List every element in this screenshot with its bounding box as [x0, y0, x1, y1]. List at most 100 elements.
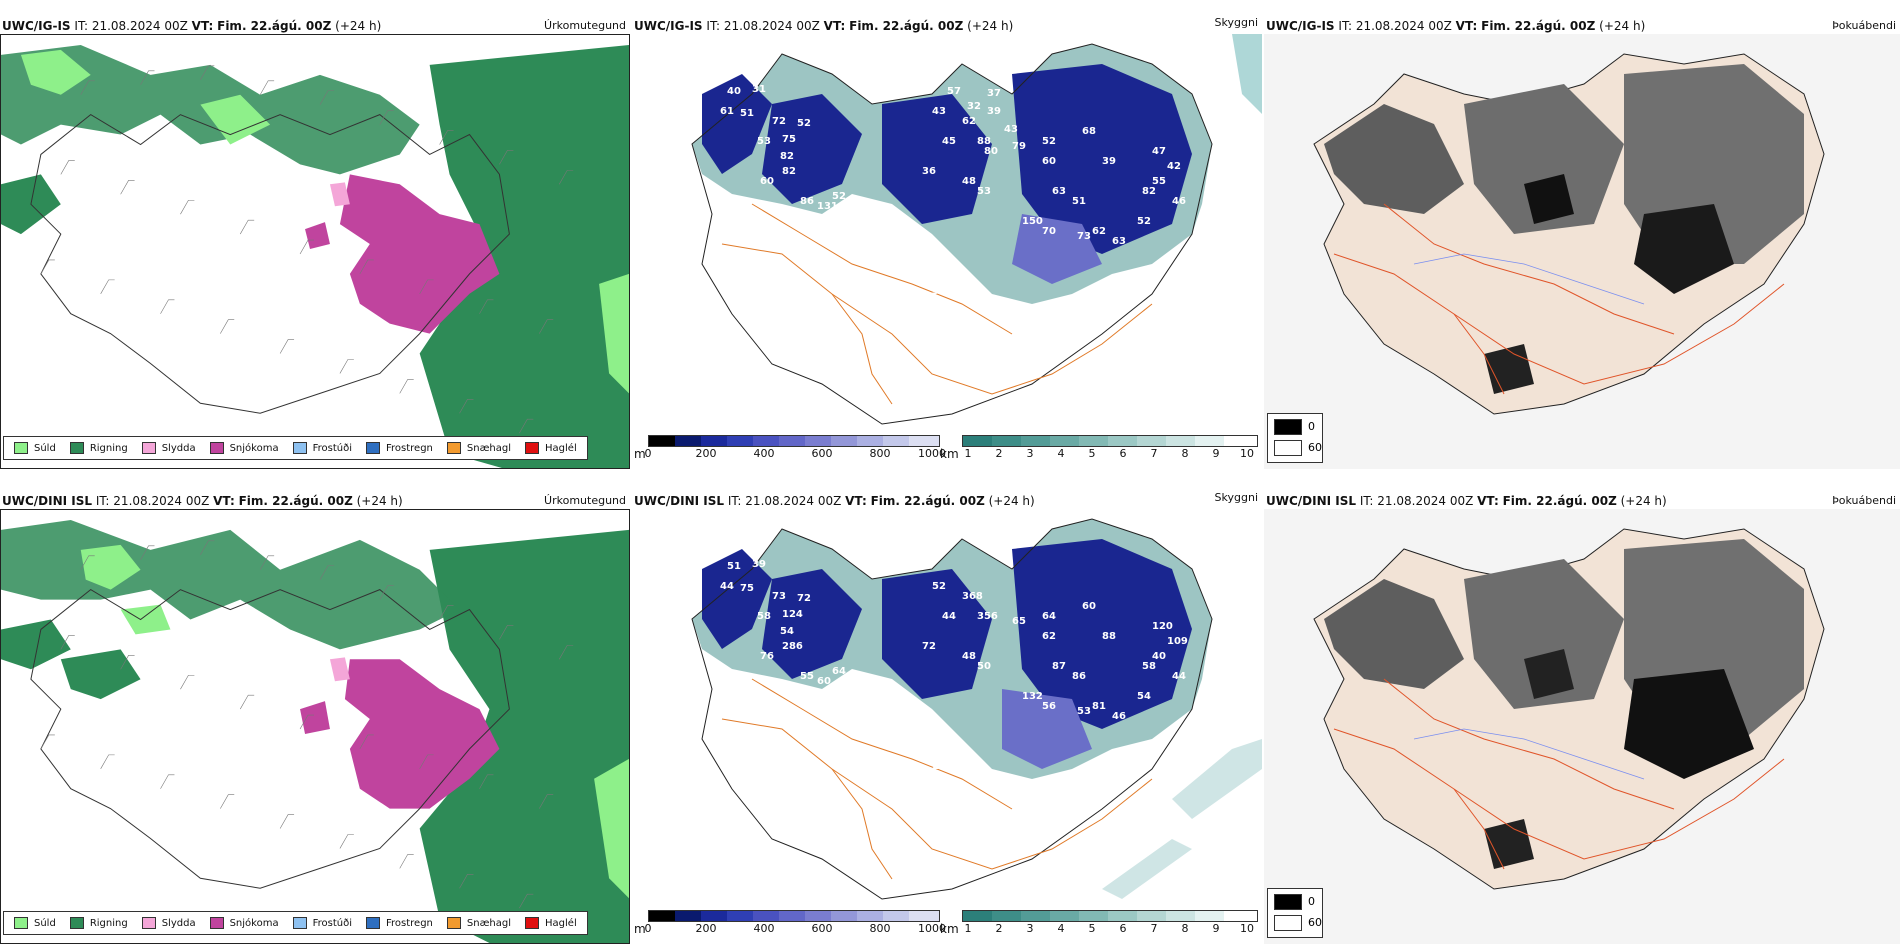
- legend-item-snaehagl: Snæhagl: [446, 442, 511, 454]
- visibility-value-label: 45: [942, 136, 956, 147]
- swatch-icon: [141, 442, 156, 454]
- visibility-tick: 5: [1088, 447, 1096, 460]
- precip-map[interactable]: Súld Rigning Slydda Snjókoma Frostúði: [0, 34, 630, 469]
- vt-label: VT:: [1477, 494, 1499, 508]
- visibility-value-label: 306: [892, 721, 913, 732]
- visibility-value-label: 52: [1042, 136, 1056, 147]
- vt-label: VT:: [1455, 19, 1478, 33]
- visibility-value-label: 44: [720, 581, 734, 592]
- visibility-value-label: 36: [932, 801, 946, 812]
- visibility-value-label: 52: [797, 118, 811, 129]
- visibility-tick: 9: [1212, 447, 1220, 460]
- visibility-value-label: 65: [1012, 616, 1026, 627]
- visibility-value-label: 82: [1142, 186, 1156, 197]
- visibility-value-label: 32: [967, 101, 981, 112]
- visibility-value-label: 131: [817, 201, 838, 212]
- it-label: IT:: [1338, 19, 1352, 33]
- elevation-unit: m: [634, 922, 646, 936]
- swatch-icon: [69, 442, 84, 454]
- visibility-value-label: 62: [1042, 631, 1056, 642]
- visibility-value-label: 55: [800, 671, 814, 682]
- swatch-icon: [366, 442, 380, 454]
- visibility-colorbar: km 1 2 3 4 5 6 7 8 9 10: [940, 910, 1258, 936]
- precip-map-canvas: [1, 510, 629, 943]
- precip-type-legend: Súld Rigning Slydda Snjókoma Frostúði: [3, 436, 588, 460]
- visibility-value-label: 39: [987, 106, 1001, 117]
- precip-map[interactable]: Súld Rigning Slydda Snjókoma Frostúði: [0, 509, 630, 944]
- visibility-value-label: 39: [1102, 156, 1116, 167]
- fog-low-swatch: [1274, 419, 1302, 435]
- visibility-value-label: 54: [780, 626, 794, 637]
- visibility-tick: 7: [1150, 922, 1158, 935]
- visibility-value-label: 60: [1042, 156, 1056, 167]
- visibility-tick: 4: [1057, 447, 1065, 460]
- visibility-value-label: 36: [922, 166, 936, 177]
- legend-item-frostudi: Frostúði: [292, 917, 352, 929]
- visibility-value-label: 82: [780, 151, 794, 162]
- visibility-value-label: 72: [922, 641, 936, 652]
- swatch-icon: [209, 442, 224, 454]
- vt-label: VT:: [191, 19, 214, 33]
- visibility-tick: 7: [1150, 447, 1158, 460]
- elevation-tick: 0: [644, 922, 652, 935]
- panel-header: UWC/IG-IS IT: 21.08.2024 00Z VT: Fim. 22…: [632, 16, 1262, 34]
- visibility-value-label: 47: [1152, 146, 1166, 157]
- visibility-map[interactable]: 51 39 44 75 73 72 58 54 124 286 76 55 64 120 60 137 165 3…: [632, 509, 1262, 944]
- visibility-value-label: 74: [852, 211, 866, 222]
- visibility-tick: 10: [1240, 922, 1254, 935]
- visibility-value-label: 58: [757, 611, 771, 622]
- lead-time: (+24 h): [335, 19, 382, 33]
- elevation-tick: 800: [869, 922, 891, 935]
- fog-index-legend: 0 60: [1267, 413, 1323, 463]
- visibility-tick: 8: [1181, 447, 1189, 460]
- visibility-tick: 3: [1026, 447, 1034, 460]
- fog-map[interactable]: 0 60: [1264, 34, 1900, 469]
- visibility-value-label: 150: [1022, 216, 1043, 227]
- visibility-value-label: 72: [772, 116, 786, 127]
- model-name: UWC/DINI ISL: [634, 494, 725, 508]
- model-name: UWC/DINI ISL: [1266, 494, 1357, 508]
- panel-visibility: UWC/IG-IS IT: 21.08.2024 00Z VT: Fim. 22…: [632, 0, 1262, 475]
- visibility-tick: 6: [1119, 922, 1127, 935]
- visibility-value-label: 48: [962, 176, 976, 187]
- visibility-value-label: 44: [1172, 671, 1186, 682]
- lead-time: (+24 h): [988, 494, 1035, 508]
- elevation-tick: 800: [869, 447, 891, 460]
- fog-map[interactable]: 0 60: [1264, 509, 1900, 944]
- visibility-map[interactable]: 40 31 61 51 72 52 53 82 75 82 60 86 52 74 131 293 51 91 18…: [632, 34, 1262, 469]
- visibility-value-label: 51: [740, 108, 754, 119]
- model-name: UWC/DINI ISL: [2, 494, 93, 508]
- visibility-value-label: 82: [782, 166, 796, 177]
- visibility-value-label: 57: [947, 86, 961, 97]
- legend-item-frostudi: Frostúði: [292, 442, 352, 454]
- visibility-value-label: 500: [932, 326, 953, 337]
- vt-label: VT:: [823, 19, 846, 33]
- legend-item-slydda: Slydda: [141, 917, 196, 929]
- elevation-tick: 200: [695, 447, 717, 460]
- visibility-value-label: 42: [1167, 161, 1181, 172]
- visibility-value-label: 73: [1077, 231, 1091, 242]
- fog-high-label: 60: [1308, 441, 1322, 454]
- panel-header: UWC/DINI ISL IT: 21.08.2024 00Z VT: Fim.…: [0, 491, 630, 509]
- elevation-tick: 1000: [918, 922, 946, 935]
- swatch-icon: [446, 917, 461, 929]
- swatch-icon: [209, 917, 224, 929]
- visibility-value-label: 53: [977, 186, 991, 197]
- visibility-value-label: 31: [752, 84, 766, 95]
- swatch-icon: [14, 442, 28, 454]
- visibility-value-label: 60: [817, 676, 831, 687]
- visibility-value-label: 56: [1042, 701, 1056, 712]
- panel-header: UWC/IG-IS IT: 21.08.2024 00Z VT: Fim. 22…: [1264, 16, 1900, 34]
- visibility-value-label: 46: [1172, 196, 1186, 207]
- panel-header: UWC/IG-IS IT: 21.08.2024 00Z VT: Fim. 22…: [0, 16, 630, 34]
- row-dini-isl: UWC/DINI ISL IT: 21.08.2024 00Z VT: Fim.…: [0, 475, 1900, 950]
- visibility-value-label: 86: [800, 196, 814, 207]
- lead-time: (+24 h): [356, 494, 403, 508]
- panel-visibility: UWC/DINI ISL IT: 21.08.2024 00Z VT: Fim.…: [632, 475, 1262, 950]
- it-value: 21.08.2024 00Z: [723, 19, 820, 33]
- vt-label: VT:: [845, 494, 867, 508]
- visibility-tick: 6: [1119, 447, 1127, 460]
- visibility-tick: 3: [1026, 922, 1034, 935]
- it-label: IT:: [74, 19, 88, 33]
- variable-label: Úrkomutegund: [544, 494, 626, 507]
